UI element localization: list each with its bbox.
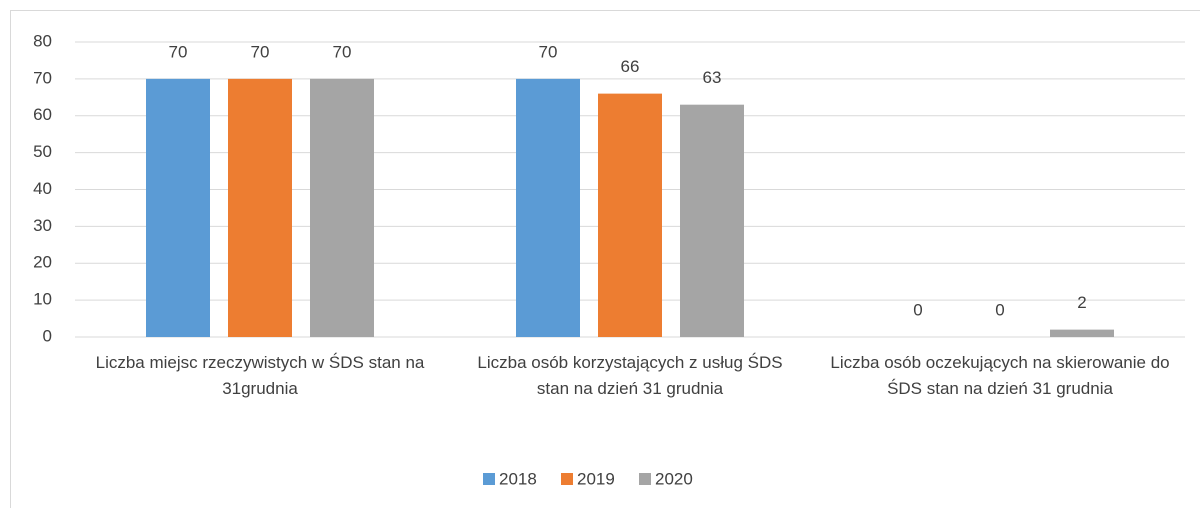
y-tick-label: 10 (33, 290, 52, 309)
legend-swatch (639, 473, 651, 485)
x-tick-label: Liczba osób oczekujących na skierowanie … (830, 353, 1170, 398)
legend-label: 2019 (577, 469, 615, 488)
legend-label: 2018 (499, 469, 537, 488)
bar (146, 78, 210, 337)
y-tick-label: 50 (33, 142, 52, 161)
bar (598, 93, 662, 337)
chart-border (10, 10, 1200, 508)
y-tick-label: 30 (33, 216, 52, 235)
bar (228, 78, 292, 337)
data-label: 2 (1077, 293, 1086, 312)
y-tick-label: 70 (33, 68, 52, 87)
legend-swatch (483, 473, 495, 485)
data-label: 70 (169, 42, 188, 61)
y-tick-label: 80 (33, 31, 52, 50)
legend-label: 2020 (655, 469, 693, 488)
x-tick-label: Liczba miejsc rzeczywistych w ŚDS stan n… (95, 353, 425, 398)
y-tick-label: 60 (33, 105, 52, 124)
legend-swatch (561, 473, 573, 485)
x-tick-label: Liczba osób korzystających z usług ŚDS s… (477, 353, 783, 398)
bar (1050, 329, 1114, 337)
bar (516, 78, 580, 337)
bar (310, 78, 374, 337)
data-label: 63 (703, 68, 722, 87)
y-tick-label: 20 (33, 253, 52, 272)
bar (680, 104, 744, 337)
data-label: 70 (251, 42, 270, 61)
data-label: 66 (621, 57, 640, 76)
data-label: 70 (539, 42, 558, 61)
y-tick-label: 0 (43, 326, 52, 345)
data-label: 0 (995, 300, 1004, 319)
y-tick-label: 40 (33, 179, 52, 198)
data-label: 0 (913, 300, 922, 319)
data-label: 70 (333, 42, 352, 61)
